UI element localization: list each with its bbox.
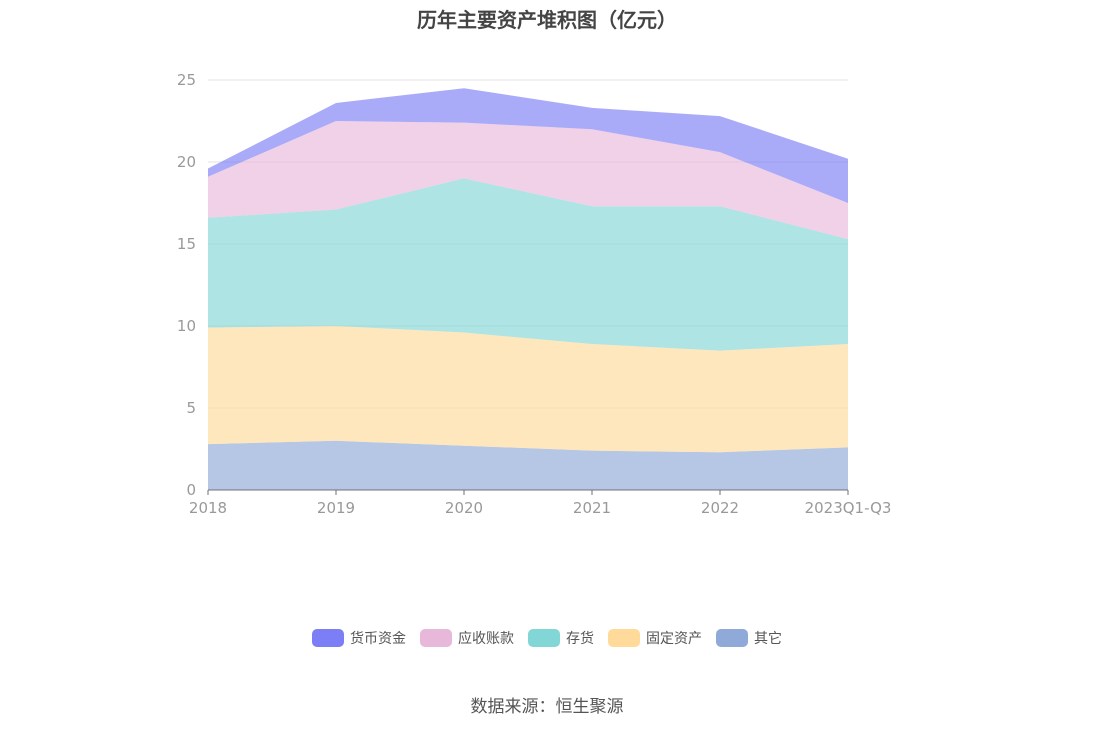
y-tick-label: 0 xyxy=(186,481,196,499)
area-其它[interactable] xyxy=(208,440,848,490)
stacked-area-chart: 0 5 10 15 20 25 2018 2019 2020 2021 2022 2023Q1-Q3 xyxy=(177,71,892,517)
source-note: 数据来源：恒生聚源 xyxy=(470,697,624,717)
legend: 货币资金 应收账款 存货 固定资产 其它 xyxy=(0,628,1094,648)
y-tick-label: 10 xyxy=(177,317,196,335)
area-应收账款[interactable] xyxy=(208,121,848,240)
legend-label: 存货 xyxy=(566,631,594,647)
area-series xyxy=(208,88,848,490)
x-tick-label: 2018 xyxy=(189,499,227,517)
legend-swatch xyxy=(716,629,748,647)
legend-swatch xyxy=(420,629,452,647)
legend-item-receivables[interactable]: 应收账款 xyxy=(420,628,514,648)
area-货币资金[interactable] xyxy=(208,88,848,203)
legend-item-fixed-assets[interactable]: 固定资产 xyxy=(608,628,702,648)
x-tick-label: 2023Q1-Q3 xyxy=(805,499,892,517)
legend-label: 应收账款 xyxy=(458,631,514,647)
legend-swatch xyxy=(312,629,344,647)
legend-label: 固定资产 xyxy=(646,631,702,647)
y-tick-label: 15 xyxy=(177,235,196,253)
axes: 0 5 10 15 20 25 2018 2019 2020 2021 2022 2023Q1-Q3 xyxy=(177,71,892,517)
legend-item-other[interactable]: 其它 xyxy=(716,628,782,648)
chart-title: 历年主要资产堆积图（亿元） xyxy=(417,8,677,32)
y-tick-label: 20 xyxy=(177,153,196,171)
x-tick-label: 2022 xyxy=(701,499,739,517)
legend-swatch xyxy=(528,629,560,647)
legend-swatch xyxy=(608,629,640,647)
legend-item-cash[interactable]: 货币资金 xyxy=(312,628,406,648)
area-固定资产[interactable] xyxy=(208,326,848,453)
legend-item-inventory[interactable]: 存货 xyxy=(528,628,594,648)
y-tick-label: 5 xyxy=(186,399,196,417)
legend-label: 其它 xyxy=(754,631,782,647)
x-tick-label: 2020 xyxy=(445,499,483,517)
x-tick-label: 2021 xyxy=(573,499,611,517)
legend-label: 货币资金 xyxy=(350,631,406,647)
x-tick-label: 2019 xyxy=(317,499,355,517)
y-tick-label: 25 xyxy=(177,71,196,89)
area-存货[interactable] xyxy=(208,178,848,351)
